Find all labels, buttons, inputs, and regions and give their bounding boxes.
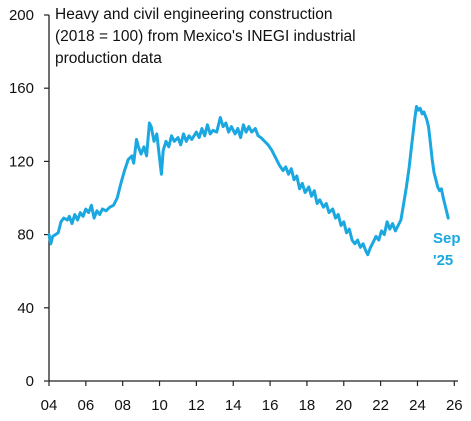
x-tick-label: 16 (262, 397, 279, 414)
x-tick-label: 20 (335, 397, 352, 414)
annotation-line-2: '25 (433, 252, 453, 269)
end-point-annotation: Sep '25 (433, 230, 461, 269)
x-tick-label: 10 (151, 397, 168, 414)
y-tick-label: 160 (9, 80, 34, 97)
series-layer (47, 105, 450, 257)
series-line (47, 105, 450, 257)
x-tick-label: 06 (78, 397, 95, 414)
x-tick-label: 12 (188, 397, 205, 414)
annotation-line-1: Sep (433, 230, 461, 247)
chart-title-line-3: production data (55, 50, 162, 67)
y-tick-label: 0 (26, 373, 34, 390)
x-ticks: 04 06 08 10 12 14 16 18 20 22 24 26 (41, 381, 463, 414)
x-tick-label: 22 (372, 397, 389, 414)
x-tick-label: 08 (114, 397, 131, 414)
chart-title: Heavy and civil engineering construction… (55, 6, 356, 67)
chart-title-line-1: Heavy and civil engineering construction (55, 6, 332, 23)
x-tick-label: 14 (225, 397, 242, 414)
y-tick-label: 40 (17, 300, 34, 317)
x-tick-label: 18 (299, 397, 316, 414)
x-tick-label: 26 (446, 397, 463, 414)
axes-layer (48, 15, 458, 382)
y-tick-label: 120 (9, 153, 34, 170)
chart-title-line-2: (2018 = 100) from Mexico's INEGI industr… (55, 28, 356, 45)
y-ticks: 0 40 80 120 160 200 (9, 7, 49, 390)
x-tick-label: 24 (409, 397, 426, 414)
y-tick-label: 80 (17, 227, 34, 244)
x-tick-label: 04 (41, 397, 58, 414)
y-tick-label: 200 (9, 7, 34, 24)
